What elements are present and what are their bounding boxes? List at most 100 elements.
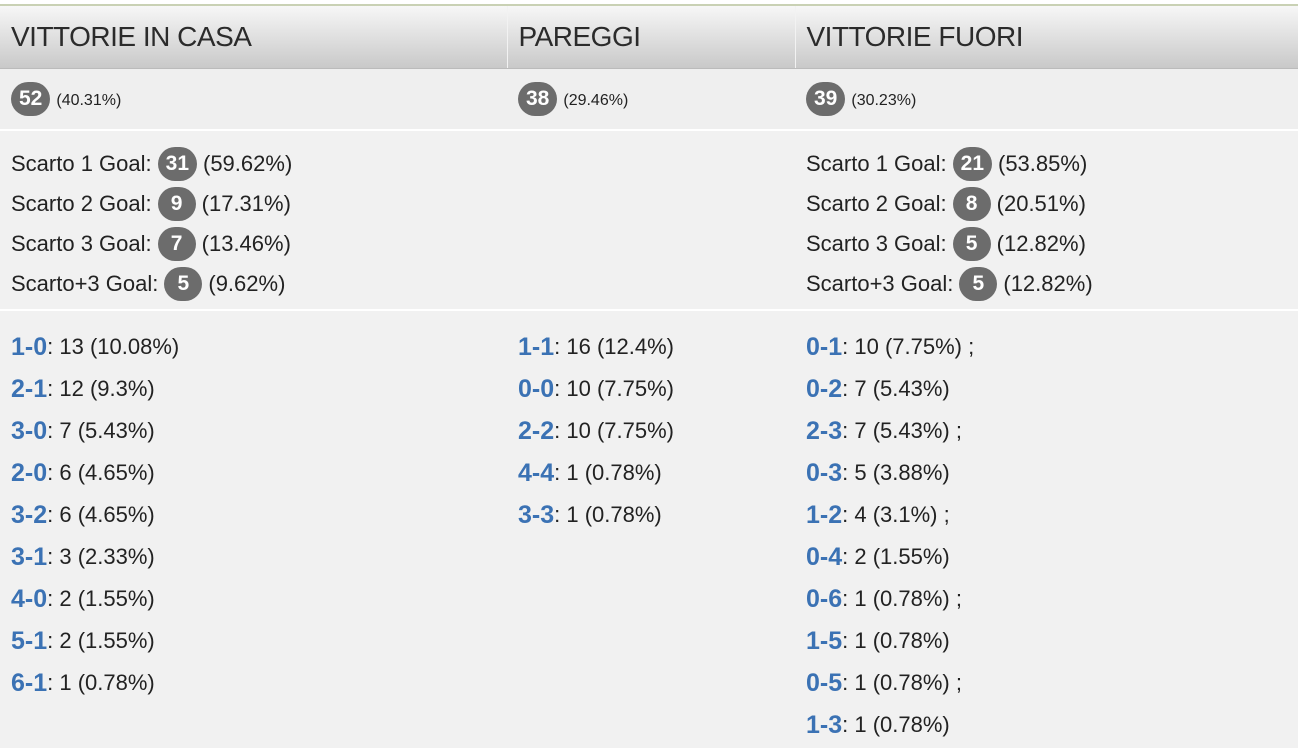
score-link[interactable]: 4-4 — [518, 458, 555, 487]
score-stats: : 1 (0.78%) ; — [842, 586, 962, 611]
margin-row: Scarto 1 Goal: 31 (59.62%) Scarto 2 Goal: 9(… — [0, 130, 1298, 311]
margin-line: Scarto+3 Goal: 5 (12.82%) — [806, 264, 1298, 304]
score-link[interactable]: 1-3 — [806, 710, 843, 739]
score-line: 3-2: 6 (4.65%) — [11, 494, 507, 536]
margin-line: Scarto 3 Goal: 7 (13.46%) — [11, 224, 507, 264]
score-stats: : 10 (7.75%) — [554, 376, 674, 401]
scores-cell: 0-1: 10 (7.75%) ; 0-2: 7 (5.43%) 2-3: 7 (5… — [795, 310, 1298, 748]
summary-cell: 52 (40.31%) — [0, 68, 507, 131]
score-link[interactable]: 1-1 — [518, 332, 555, 361]
margin-line: Scarto+3 Goal: 5 (9.62%) — [11, 264, 507, 304]
score-link[interactable]: 2-0 — [11, 458, 48, 487]
column-header: PAREGGI — [507, 6, 796, 69]
summary-cell: 38 (29.46%) — [507, 68, 795, 131]
score-link[interactable]: 3-1 — [11, 542, 48, 571]
score-stats: : 1 (0.78%) — [554, 502, 662, 527]
score-stats: : 1 (0.78%) — [47, 670, 155, 695]
score-line: 1-2: 4 (3.1%) ; — [806, 494, 1298, 536]
column-header: VITTORIE IN CASA — [0, 6, 508, 69]
score-line: 5-1: 2 (1.55%) — [11, 620, 507, 662]
score-line: 4-4: 1 (0.78%) — [518, 452, 795, 494]
scores-cell: 1-0: 13 (10.08%) 2-1: 12 (9.3%) 3-0: 7 (5.… — [0, 310, 507, 748]
score-link[interactable]: 0-2 — [806, 374, 843, 403]
score-stats: : 13 (10.08%) — [47, 334, 180, 359]
score-link[interactable]: 1-2 — [806, 500, 843, 529]
percent: (9.62%) — [208, 271, 286, 296]
score-line: 0-0: 10 (7.75%) — [518, 368, 795, 410]
score-link[interactable]: 3-2 — [11, 500, 48, 529]
count-badge: 31 — [157, 147, 197, 181]
margin-label: Scarto 2 Goal: — [11, 191, 152, 216]
count-badge: 39 — [806, 82, 846, 116]
count-badge: 5 — [952, 227, 991, 261]
margin-line: Scarto 1 Goal: 31 (59.62%) — [11, 144, 507, 184]
score-stats: : 7 (5.43%) — [47, 418, 155, 443]
score-line: 4-0: 2 (1.55%) — [11, 578, 507, 620]
column-header: VITTORIE FUORI — [795, 6, 1298, 69]
percent: (17.31%) — [201, 191, 291, 216]
score-link[interactable]: 5-1 — [11, 626, 48, 655]
summary-cell: 39 (30.23%) — [795, 68, 1298, 131]
score-line: 1-0: 13 (10.08%) — [11, 326, 507, 368]
percent: (13.46%) — [201, 231, 291, 256]
stats-table-container: VITTORIE IN CASA PAREGGI VITTORIE FUORI 52… — [0, 4, 1298, 748]
score-link[interactable]: 3-3 — [518, 500, 555, 529]
score-line: 0-1: 10 (7.75%) ; — [806, 326, 1298, 368]
margin-line: Scarto 1 Goal: 21 (53.85%) — [806, 144, 1298, 184]
margin-cell: Scarto 1 Goal: 21 (53.85%) Scarto 2 Goal: 8(… — [795, 130, 1298, 311]
score-line: 0-4: 2 (1.55%) — [806, 536, 1298, 578]
count-badge: 38 — [518, 82, 558, 116]
score-link[interactable]: 3-0 — [11, 416, 48, 445]
margin-label: Scarto 3 Goal: — [11, 231, 152, 256]
score-line: 3-0: 7 (5.43%) — [11, 410, 507, 452]
score-stats: : 2 (1.55%) — [47, 586, 155, 611]
margin-label: Scarto+3 Goal: — [806, 271, 954, 296]
score-link[interactable]: 0-1 — [806, 332, 843, 361]
count-badge: 9 — [157, 187, 196, 221]
score-line: 2-1: 12 (9.3%) — [11, 368, 507, 410]
score-link[interactable]: 0-5 — [806, 668, 843, 697]
score-stats: : 7 (5.43%) ; — [842, 418, 962, 443]
score-link[interactable]: 0-4 — [806, 542, 843, 571]
score-link[interactable]: 4-0 — [11, 584, 48, 613]
count-badge: 8 — [952, 187, 991, 221]
count-badge: 5 — [164, 267, 203, 301]
margin-label: Scarto 3 Goal: — [806, 231, 947, 256]
score-link[interactable]: 0-0 — [518, 374, 555, 403]
score-stats: : 6 (4.65%) — [47, 460, 155, 485]
score-link[interactable]: 1-0 — [11, 332, 48, 361]
score-link[interactable]: 2-2 — [518, 416, 555, 445]
score-line: 1-3: 1 (0.78%) — [806, 704, 1298, 746]
score-line: 0-5: 1 (0.78%) ; — [806, 662, 1298, 704]
percent: (29.46%) — [563, 92, 629, 109]
score-stats: : 10 (7.75%) — [554, 418, 674, 443]
score-stats: : 16 (12.4%) — [554, 334, 674, 359]
summary-row: 52 (40.31%) 38 (29.46%) 39 (30.23%) — [0, 68, 1298, 131]
score-line: 0-2: 7 (5.43%) — [806, 368, 1298, 410]
margin-label: Scarto 1 Goal: — [11, 151, 152, 176]
score-link[interactable]: 6-1 — [11, 668, 48, 697]
score-stats: : 7 (5.43%) — [842, 376, 950, 401]
score-link[interactable]: 2-3 — [806, 416, 843, 445]
score-line: 0-3: 5 (3.88%) — [806, 452, 1298, 494]
score-link[interactable]: 2-1 — [11, 374, 48, 403]
score-link[interactable]: 0-3 — [806, 458, 843, 487]
percent: (59.62%) — [203, 151, 293, 176]
margin-line: Scarto 2 Goal: 9 (17.31%) — [11, 184, 507, 224]
score-line: 2-2: 10 (7.75%) — [518, 410, 795, 452]
percent: (12.82%) — [1003, 271, 1093, 296]
percent: (12.82%) — [996, 231, 1086, 256]
score-line: 0-6: 1 (0.78%) ; — [806, 578, 1298, 620]
score-stats: : 1 (0.78%) — [554, 460, 662, 485]
margin-cell — [507, 130, 795, 311]
count-badge: 21 — [952, 147, 992, 181]
margin-line: Scarto 3 Goal: 5 (12.82%) — [806, 224, 1298, 264]
score-link[interactable]: 0-6 — [806, 584, 843, 613]
score-line: 2-0: 6 (4.65%) — [11, 452, 507, 494]
score-stats: : 12 (9.3%) — [47, 376, 155, 401]
score-line: 2-3: 7 (5.43%) ; — [806, 410, 1298, 452]
score-stats: : 2 (1.55%) — [842, 544, 950, 569]
score-link[interactable]: 1-5 — [806, 626, 843, 655]
score-line: 1-5: 1 (0.78%) — [806, 620, 1298, 662]
margin-line: Scarto 2 Goal: 8 (20.51%) — [806, 184, 1298, 224]
